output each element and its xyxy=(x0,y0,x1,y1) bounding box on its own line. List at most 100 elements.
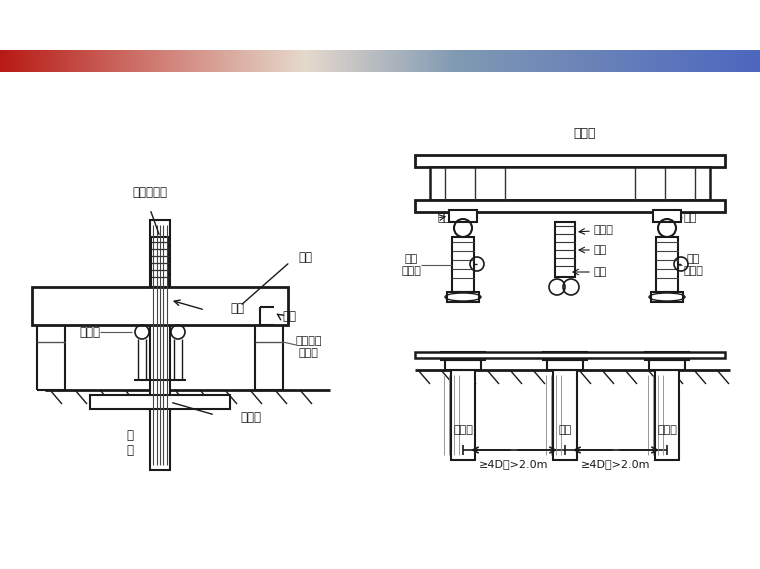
Bar xyxy=(665,50,668,72)
Text: 垫块: 垫块 xyxy=(282,310,296,323)
Bar xyxy=(553,50,556,72)
Bar xyxy=(144,50,147,72)
Bar xyxy=(538,50,540,72)
Bar xyxy=(676,50,679,72)
Bar xyxy=(90,395,230,409)
Bar xyxy=(222,50,225,72)
Bar xyxy=(530,50,533,72)
Bar xyxy=(724,50,727,72)
Bar xyxy=(637,50,639,72)
Bar xyxy=(448,50,451,72)
Bar xyxy=(494,50,497,72)
Bar xyxy=(123,50,126,72)
Bar xyxy=(503,50,506,72)
Bar xyxy=(485,50,487,72)
Bar xyxy=(452,50,455,72)
Bar xyxy=(327,50,330,72)
Bar xyxy=(323,50,326,72)
Bar xyxy=(699,50,702,72)
Bar xyxy=(528,50,531,72)
Bar xyxy=(44,50,46,72)
Bar xyxy=(581,50,584,72)
Bar xyxy=(534,50,537,72)
Bar xyxy=(447,292,479,302)
Bar xyxy=(365,50,368,72)
Text: 基准: 基准 xyxy=(593,267,606,277)
Bar xyxy=(328,50,331,72)
Bar xyxy=(0,50,3,72)
Bar xyxy=(545,50,548,72)
Bar xyxy=(595,50,597,72)
Bar xyxy=(173,50,176,72)
Bar xyxy=(42,50,45,72)
Bar xyxy=(693,50,696,72)
Bar xyxy=(460,50,463,72)
Bar xyxy=(682,50,685,72)
Bar xyxy=(445,360,481,370)
Bar xyxy=(217,50,220,72)
Bar xyxy=(237,50,240,72)
Bar xyxy=(166,50,168,72)
Bar xyxy=(38,50,41,72)
Bar xyxy=(456,50,459,72)
Bar xyxy=(488,50,491,72)
Bar xyxy=(412,50,415,72)
Bar xyxy=(513,50,516,72)
Bar xyxy=(207,50,210,72)
Bar xyxy=(642,50,645,72)
Bar xyxy=(737,50,740,72)
Bar xyxy=(675,50,677,72)
Bar xyxy=(143,50,145,72)
Bar xyxy=(589,50,592,72)
Bar xyxy=(432,50,434,72)
Bar xyxy=(597,50,600,72)
Bar xyxy=(2,50,5,72)
Bar xyxy=(593,50,596,72)
Bar xyxy=(34,50,37,72)
Bar xyxy=(708,50,711,72)
Bar xyxy=(509,50,512,72)
Bar xyxy=(264,50,267,72)
Bar xyxy=(515,50,518,72)
Bar xyxy=(289,50,292,72)
Bar xyxy=(47,50,50,72)
Bar xyxy=(285,50,288,72)
Bar xyxy=(490,50,493,72)
Bar xyxy=(186,50,189,72)
Bar xyxy=(363,50,366,72)
Bar xyxy=(579,50,582,72)
Bar xyxy=(347,50,350,72)
Bar xyxy=(133,50,136,72)
Bar xyxy=(371,50,373,72)
Bar xyxy=(190,50,193,72)
Bar xyxy=(733,50,736,72)
Bar xyxy=(604,50,607,72)
Bar xyxy=(9,50,12,72)
Bar xyxy=(312,50,315,72)
Bar xyxy=(568,50,571,72)
Bar xyxy=(547,360,583,370)
Bar xyxy=(471,50,474,72)
Bar xyxy=(85,50,88,72)
Bar xyxy=(87,50,90,72)
Text: 主筋: 主筋 xyxy=(230,302,244,315)
Bar xyxy=(62,50,65,72)
Bar xyxy=(621,50,624,72)
Bar xyxy=(150,220,170,470)
Bar xyxy=(450,50,453,72)
Bar xyxy=(574,50,577,72)
Bar xyxy=(376,50,379,72)
Text: 支承桩: 支承桩 xyxy=(657,425,677,435)
Bar xyxy=(17,50,20,72)
Bar xyxy=(137,50,140,72)
Bar xyxy=(439,50,442,72)
Bar xyxy=(612,50,615,72)
Bar xyxy=(752,50,755,72)
Bar xyxy=(518,50,521,72)
Bar xyxy=(32,50,35,72)
Bar xyxy=(447,50,449,72)
Bar xyxy=(302,50,305,72)
Bar xyxy=(686,50,689,72)
Bar xyxy=(470,50,472,72)
Bar xyxy=(319,50,322,72)
